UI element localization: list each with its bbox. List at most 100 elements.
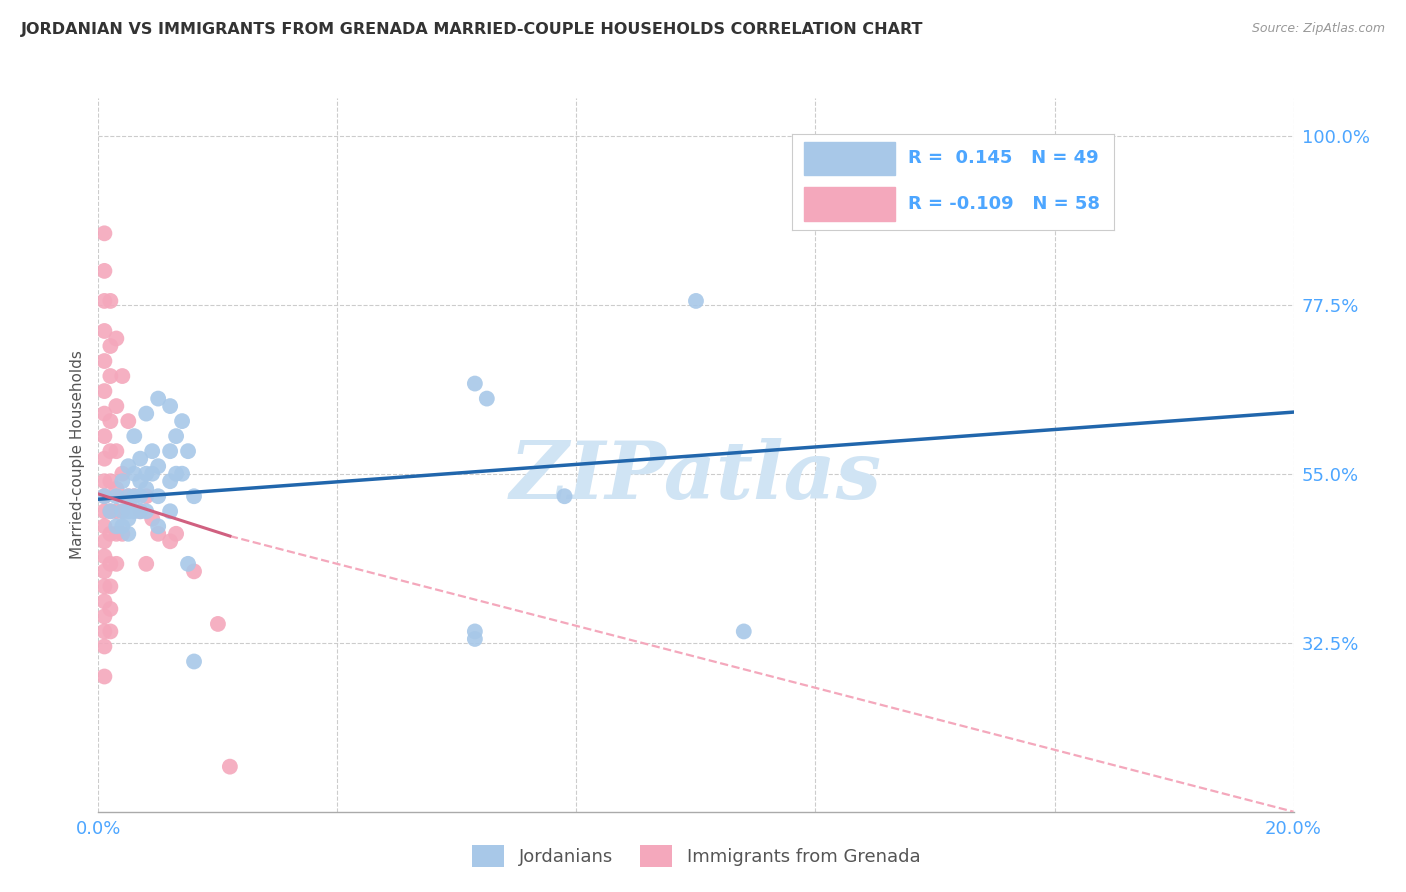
Point (93, 489, 115, 503)
Point (129, 474, 152, 488)
Point (172, 414, 194, 428)
Point (159, 504, 181, 518)
Point (124, 467, 146, 481)
Text: ZIPatlas: ZIPatlas (510, 438, 882, 515)
Point (464, 376, 486, 391)
Point (93, 451, 115, 466)
Point (464, 624, 486, 639)
Y-axis label: Married-couple Households: Married-couple Households (69, 351, 84, 559)
Point (93, 579, 115, 593)
Point (124, 504, 146, 518)
Point (98, 474, 122, 488)
Point (93, 474, 115, 488)
Text: JORDANIAN VS IMMIGRANTS FROM GRENADA MARRIED-COUPLE HOUSEHOLDS CORRELATION CHART: JORDANIAN VS IMMIGRANTS FROM GRENADA MAR… (21, 22, 924, 37)
Point (148, 459, 170, 474)
Point (177, 557, 200, 571)
Point (93, 489, 115, 503)
Point (117, 512, 139, 526)
Point (183, 655, 205, 669)
Point (219, 759, 242, 773)
Point (135, 467, 157, 481)
Point (124, 489, 146, 503)
Point (148, 526, 170, 541)
Text: R =  0.145   N = 49: R = 0.145 N = 49 (908, 149, 1098, 168)
Point (105, 489, 128, 503)
Point (111, 504, 134, 518)
Point (129, 451, 152, 466)
Point (111, 467, 134, 481)
Point (183, 489, 205, 503)
Point (148, 519, 170, 533)
Point (98, 414, 122, 428)
Point (93, 640, 115, 654)
Point (111, 504, 134, 518)
Point (93, 519, 115, 533)
Point (159, 444, 181, 458)
Point (93, 669, 115, 683)
Point (141, 512, 163, 526)
Point (124, 429, 146, 443)
Point (98, 557, 122, 571)
Point (117, 414, 139, 428)
Point (159, 474, 181, 488)
Point (117, 489, 139, 503)
Bar (804, 142, 894, 175)
Point (93, 384, 115, 398)
Point (135, 407, 157, 421)
Point (165, 526, 187, 541)
Point (105, 399, 128, 413)
Legend: Jordanians, Immigrants from Grenada: Jordanians, Immigrants from Grenada (464, 838, 928, 874)
Point (98, 624, 122, 639)
Point (93, 227, 115, 241)
Point (105, 482, 128, 496)
Point (733, 624, 755, 639)
Point (172, 467, 194, 481)
Point (105, 331, 128, 345)
Point (111, 519, 134, 533)
Bar (804, 186, 894, 220)
Point (98, 339, 122, 353)
Point (685, 293, 707, 308)
Point (105, 444, 128, 458)
Point (93, 609, 115, 624)
Point (111, 474, 134, 488)
Point (93, 429, 115, 443)
Point (93, 534, 115, 549)
Point (98, 504, 122, 518)
Point (129, 504, 152, 518)
Point (464, 632, 486, 646)
Point (141, 467, 163, 481)
Point (148, 489, 170, 503)
Text: R = -0.109   N = 58: R = -0.109 N = 58 (908, 194, 1099, 212)
Point (159, 399, 181, 413)
Point (93, 293, 115, 308)
Point (98, 579, 122, 593)
Point (117, 504, 139, 518)
Point (135, 489, 157, 503)
Point (111, 526, 134, 541)
Point (183, 565, 205, 579)
Point (98, 444, 122, 458)
Point (105, 504, 128, 518)
Point (98, 293, 122, 308)
Point (93, 407, 115, 421)
Point (93, 565, 115, 579)
Point (117, 526, 139, 541)
Point (98, 602, 122, 616)
Point (135, 504, 157, 518)
Point (93, 324, 115, 338)
Point (129, 504, 152, 518)
Point (105, 519, 128, 533)
Point (135, 557, 157, 571)
Point (141, 444, 163, 458)
Point (98, 369, 122, 384)
Point (177, 444, 200, 458)
Point (93, 549, 115, 564)
Point (117, 489, 139, 503)
Point (105, 526, 128, 541)
Point (93, 624, 115, 639)
Point (117, 459, 139, 474)
Point (93, 264, 115, 278)
Text: Source: ZipAtlas.com: Source: ZipAtlas.com (1251, 22, 1385, 36)
Point (165, 467, 187, 481)
